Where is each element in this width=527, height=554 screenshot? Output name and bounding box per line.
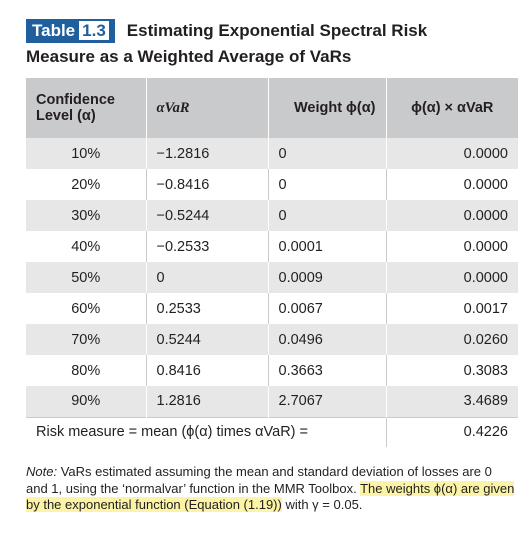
cell-weight: 0.0496 [268, 324, 387, 355]
table-row: 40% −0.2533 0.0001 0.0000 [26, 231, 518, 262]
header-confidence-line-1: Confidence [36, 92, 115, 108]
note-text: VaRs estimated assuming the mean and sta… [26, 464, 492, 496]
table-badge: Table 1.3 [26, 19, 115, 43]
risk-measure-row: Risk measure = mean (ϕ(α) times αVaR) = … [26, 416, 518, 447]
table-note: Note: VaRs estimated assuming the mean a… [26, 464, 516, 514]
table-row: 70% 0.5244 0.0496 0.0260 [26, 324, 518, 355]
note-text-end: with γ = 0.05. [281, 497, 363, 512]
cell-weight: 0 [268, 138, 387, 169]
table-header-row: Confidence Level (α) αVaR Weight ϕ(α) ϕ(α… [26, 78, 518, 138]
cell-weight: 2.7067 [268, 386, 387, 417]
header-product: ϕ(α) × αVaR [386, 78, 518, 138]
cell-weight: 0.0009 [268, 262, 387, 293]
caption-line-1: Table 1.3 Estimating Exponential Spectral… [26, 18, 516, 44]
cell-confidence: 60% [26, 293, 147, 324]
cell-var: 1.2816 [146, 386, 269, 417]
cell-weight: 0.3663 [268, 355, 387, 386]
cell-confidence: 90% [26, 386, 147, 417]
note-prefix: Note: [26, 464, 58, 479]
cell-var: −0.8416 [146, 169, 269, 200]
cell-weight: 0 [268, 200, 387, 231]
cell-var: 0 [146, 262, 269, 293]
cell-weight: 0 [268, 169, 387, 200]
cell-confidence: 70% [26, 324, 147, 355]
header-var-label: αVaR [156, 99, 190, 116]
cell-weight: 0.0001 [268, 231, 387, 262]
cell-confidence: 40% [26, 231, 147, 262]
header-confidence: Confidence Level (α) [26, 78, 147, 138]
cell-confidence: 50% [26, 262, 147, 293]
table-badge-label: Table [32, 21, 76, 40]
table-row: 20% −0.8416 0 0.0000 [26, 169, 518, 200]
cell-product: 0.0000 [386, 169, 518, 200]
caption-title-line-1: Estimating Exponential Spectral Risk [126, 21, 428, 40]
risk-measure-value: 0.4226 [386, 416, 518, 447]
cell-product: 0.0000 [386, 231, 518, 262]
table-row: 60% 0.2533 0.0067 0.0017 [26, 293, 518, 324]
cell-var: −0.5244 [146, 200, 269, 231]
cell-product: 0.0017 [386, 293, 518, 324]
cell-var: 0.5244 [146, 324, 269, 355]
caption-title-line-2: Measure as a Weighted Average of VaRs [26, 47, 352, 66]
cell-confidence: 80% [26, 355, 147, 386]
table-row: 90% 1.2816 2.7067 3.4689 [26, 386, 518, 417]
risk-measure-label: Risk measure = mean (ϕ(α) times αVaR) = [26, 416, 387, 447]
cell-product: 3.4689 [386, 386, 518, 417]
table-row: 50% 0 0.0009 0.0000 [26, 262, 518, 293]
cell-confidence: 30% [26, 200, 147, 231]
table-badge-number: 1.3 [79, 21, 109, 40]
cell-var: 0.8416 [146, 355, 269, 386]
cell-product: 0.0000 [386, 138, 518, 169]
header-weight-label: Weight ϕ(α) [293, 100, 376, 116]
cell-product: 0.0260 [386, 324, 518, 355]
table-caption: Table 1.3 Estimating Exponential Spectral… [26, 18, 516, 68]
table-row: 80% 0.8416 0.3663 0.3083 [26, 355, 518, 386]
cell-confidence: 10% [26, 138, 147, 169]
cell-product: 0.0000 [386, 262, 518, 293]
cell-var: −1.2816 [146, 138, 269, 169]
header-var: αVaR [146, 78, 269, 138]
cell-product: 0.0000 [386, 200, 518, 231]
header-weight: Weight ϕ(α) [268, 78, 387, 138]
cell-confidence: 20% [26, 169, 147, 200]
cell-var: −0.2533 [146, 231, 269, 262]
var-table: Confidence Level (α) αVaR Weight ϕ(α) ϕ(α… [26, 78, 518, 447]
cell-weight: 0.0067 [268, 293, 387, 324]
table-row: 10% −1.2816 0 0.0000 [26, 138, 518, 169]
cell-product: 0.3083 [386, 355, 518, 386]
cell-var: 0.2533 [146, 293, 269, 324]
header-product-label: ϕ(α) × αVaR [411, 100, 494, 116]
table-row: 30% −0.5244 0 0.0000 [26, 200, 518, 231]
header-confidence-line-2: Level (α) [36, 108, 96, 124]
